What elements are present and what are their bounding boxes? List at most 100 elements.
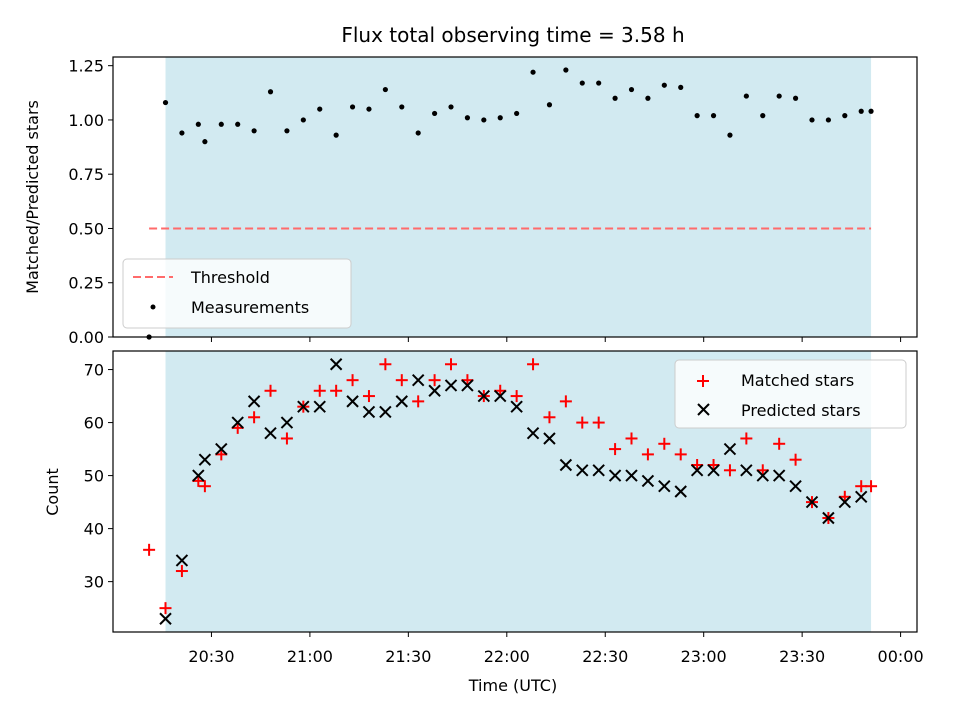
measurement-point — [546, 102, 553, 108]
ratio-y-tick-label: 0.00 — [68, 328, 104, 347]
ratio-legend-box — [122, 258, 352, 329]
predicted-marker-b — [175, 554, 189, 567]
measurement-point — [776, 93, 782, 99]
measurement-point — [300, 117, 306, 123]
measurement-point — [710, 113, 717, 119]
ratio-y-tick-label: 0.75 — [68, 165, 104, 184]
predicted-marker-b — [192, 469, 205, 482]
matched-star-marker — [330, 384, 343, 397]
predicted-star-marker — [297, 400, 310, 413]
measurement-points — [146, 67, 874, 340]
matched-star-marker — [625, 432, 638, 445]
measurement-point — [842, 113, 848, 119]
predicted-marker-b — [264, 426, 277, 440]
predicted-star-marker — [329, 358, 343, 371]
matched-star-marker — [313, 384, 326, 397]
matched-legend-label: Matched stars — [741, 371, 854, 390]
predicted-star-marker — [395, 395, 408, 408]
matched-star-marker — [592, 416, 605, 429]
ratio-panel: 0.00 0.25 0.50 0.75 1.00 1.25 Matched/Predict… — [23, 56, 918, 347]
predicted-marker-b — [280, 416, 294, 429]
measurement-point — [267, 89, 274, 95]
ratio-y-tick-label: 1.25 — [68, 57, 104, 76]
predicted-star-marker — [805, 495, 819, 509]
predicted-marker-b — [461, 379, 474, 392]
count-x-ticks: 20:30 21:00 21:30 22:00 22:30 23:00 23:30 00:00 — [188, 632, 924, 666]
predicted-star-marker — [477, 389, 491, 403]
predicted-star-marker — [280, 416, 294, 429]
count-y-ticks: 30 40 50 60 70 — [84, 361, 113, 592]
matched-legend-swatch — [697, 375, 709, 387]
measurement-point — [317, 106, 323, 112]
predicted-marker-b — [690, 464, 704, 477]
predicted-marker-b — [805, 495, 819, 509]
measurement-point — [432, 110, 438, 117]
matched-star-marker — [641, 448, 654, 461]
predicted-marker-b — [159, 612, 172, 625]
matched-star-marker — [609, 443, 622, 456]
predicted-marker-b — [346, 395, 359, 408]
ratio-y-ticks: 0.00 0.25 0.50 0.75 1.00 1.25 — [68, 57, 113, 347]
predicted-star-marker — [159, 612, 172, 625]
measurement-point — [366, 106, 372, 112]
measurement-point — [464, 115, 471, 121]
matched-star-marker — [412, 395, 425, 408]
predicted-star-marker — [510, 400, 523, 413]
predicted-star-marker — [411, 373, 425, 387]
predicted-star-marker — [494, 389, 507, 403]
predicted-marker-b — [428, 384, 441, 397]
predicted-marker-b — [707, 464, 720, 477]
predicted-marker-b — [641, 474, 655, 488]
predicted-star-marker — [641, 474, 655, 488]
matched-star-marker — [527, 358, 540, 371]
predicted-marker-b — [411, 373, 425, 387]
matched-star-marker — [362, 390, 375, 403]
predicted-marker-b — [789, 479, 802, 493]
count-panel-frame — [112, 350, 918, 633]
matched-star-marker — [346, 374, 359, 387]
predicted-marker-b — [559, 458, 573, 472]
count-x-tick-label: 22:30 — [582, 647, 628, 666]
predicted-marker-b — [477, 389, 491, 403]
count-y-tick-label: 30 — [84, 573, 104, 592]
measurement-point — [202, 139, 208, 145]
predicted-star-marker — [822, 511, 835, 525]
predicted-star-marker — [789, 479, 802, 493]
count-legend: Matched stars Predicted stars — [674, 359, 907, 429]
matched-star-marker — [723, 464, 736, 477]
predicted-marker-b — [198, 453, 212, 466]
measurement-point — [563, 67, 569, 73]
matched-star-marker — [248, 411, 261, 424]
predicted-star-marker — [526, 426, 540, 440]
predicted-marker-b — [379, 405, 392, 419]
count-x-tick-label: 21:30 — [385, 647, 431, 666]
predicted-marker-b — [247, 395, 261, 408]
measurement-point — [678, 84, 684, 90]
matched-star-marker — [379, 358, 392, 371]
matched-star-marker — [740, 432, 753, 445]
count-x-tick-label: 20:30 — [188, 647, 234, 666]
predicted-star-marker — [264, 426, 277, 440]
predicted-star-marker — [362, 405, 376, 419]
predicted-star-marker — [379, 405, 392, 419]
count-y-tick-label: 70 — [84, 361, 104, 380]
predicted-marker-b — [674, 485, 687, 498]
measurement-point — [792, 95, 799, 101]
matched-star-marker — [175, 565, 188, 578]
measurement-point — [825, 117, 831, 123]
measurement-point — [868, 108, 874, 114]
count-y-tick-label: 50 — [84, 467, 104, 486]
predicted-marker-b — [329, 358, 343, 371]
measurement-point — [628, 86, 635, 93]
predicted-marker-b — [723, 442, 737, 456]
matched-star-markers — [143, 358, 878, 615]
predicted-star-markers — [159, 358, 868, 625]
count-legend-box — [674, 359, 907, 429]
measurement-point — [858, 108, 864, 114]
predicted-star-marker — [838, 495, 852, 509]
measurement-point — [179, 130, 185, 136]
matched-star-marker — [674, 448, 687, 461]
matched-star-marker — [280, 432, 293, 445]
predicted-star-marker — [625, 469, 638, 482]
matched-star-marker — [198, 480, 211, 493]
